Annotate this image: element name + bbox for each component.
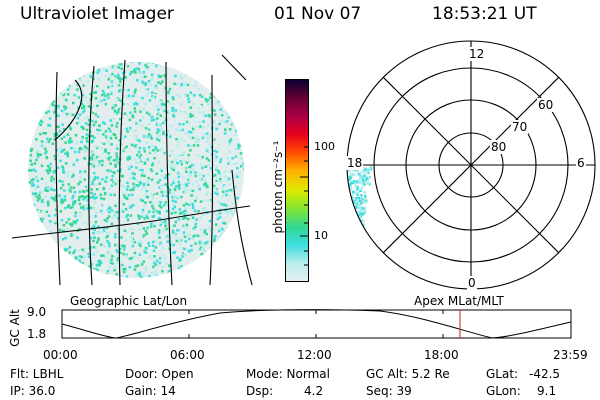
filter-status: Flt: LBHL (10, 367, 64, 381)
ip-status: IP: 36.0 (10, 384, 56, 398)
time-tick-1200: 12:00 (297, 348, 332, 362)
uv-emission-image (28, 62, 244, 278)
glon-value: 9.1 (537, 384, 557, 398)
mlat-label-70: 70 (511, 120, 529, 134)
altitude-plot (61, 309, 572, 339)
lat-lon-grid (11, 54, 253, 286)
mlt-label-18: 18 (346, 156, 364, 170)
observation-date: 01 Nov 07 (274, 4, 362, 24)
gc-alt-status: GC Alt: 5.2 Re (366, 367, 450, 381)
time-tick-0000: 00:00 (43, 348, 78, 362)
polar-emission-image (347, 165, 373, 243)
colorbar-unit-label: photon cm⁻²s⁻¹ (271, 140, 285, 234)
geographic-grid-label: Geographic Lat/Lon (70, 294, 188, 308)
colorbar-tick-10: 10 (314, 229, 328, 242)
mlt-label-12: 12 (468, 47, 486, 61)
dsp-label: Dsp: (246, 384, 274, 398)
time-tick-2359: 23:59 (553, 348, 588, 362)
mlt-label-0: 0 (467, 276, 477, 290)
observation-time: 18:53:21 UT (432, 4, 537, 24)
dsp-value: 4.2 (304, 384, 324, 398)
glat-label: GLat: (486, 367, 519, 381)
altitude-ymin-label: 1.8 (27, 327, 47, 341)
gain-status: Gain: 14 (125, 384, 176, 398)
glat-value: -42.5 (529, 367, 561, 381)
colorbar-ticks (300, 146, 308, 266)
door-status: Door: Open (125, 367, 194, 381)
time-tick-0600: 06:00 (170, 348, 205, 362)
geographic-image-panel (11, 54, 253, 286)
mode-status: Mode: Normal (246, 367, 330, 381)
altitude-curve (61, 309, 572, 339)
instrument-title: Ultraviolet Imager (20, 4, 174, 24)
seq-status: Seq: 39 (366, 384, 412, 398)
time-tick-1800: 18:00 (424, 348, 459, 362)
mlat-label-60: 60 (537, 98, 555, 112)
colorbar (285, 79, 309, 282)
glon-label: GLon: (486, 384, 521, 398)
apex-grid-label: Apex MLat/MLT (414, 294, 504, 308)
mlat-label-80: 80 (490, 140, 508, 154)
colorbar-tick-100: 100 (314, 140, 335, 153)
apex-polar-grid (346, 40, 596, 290)
altitude-axis-label: GC Alt (7, 309, 22, 347)
mlt-label-6: 6 (576, 156, 586, 170)
altitude-ymax-label: 9.0 (27, 305, 47, 319)
